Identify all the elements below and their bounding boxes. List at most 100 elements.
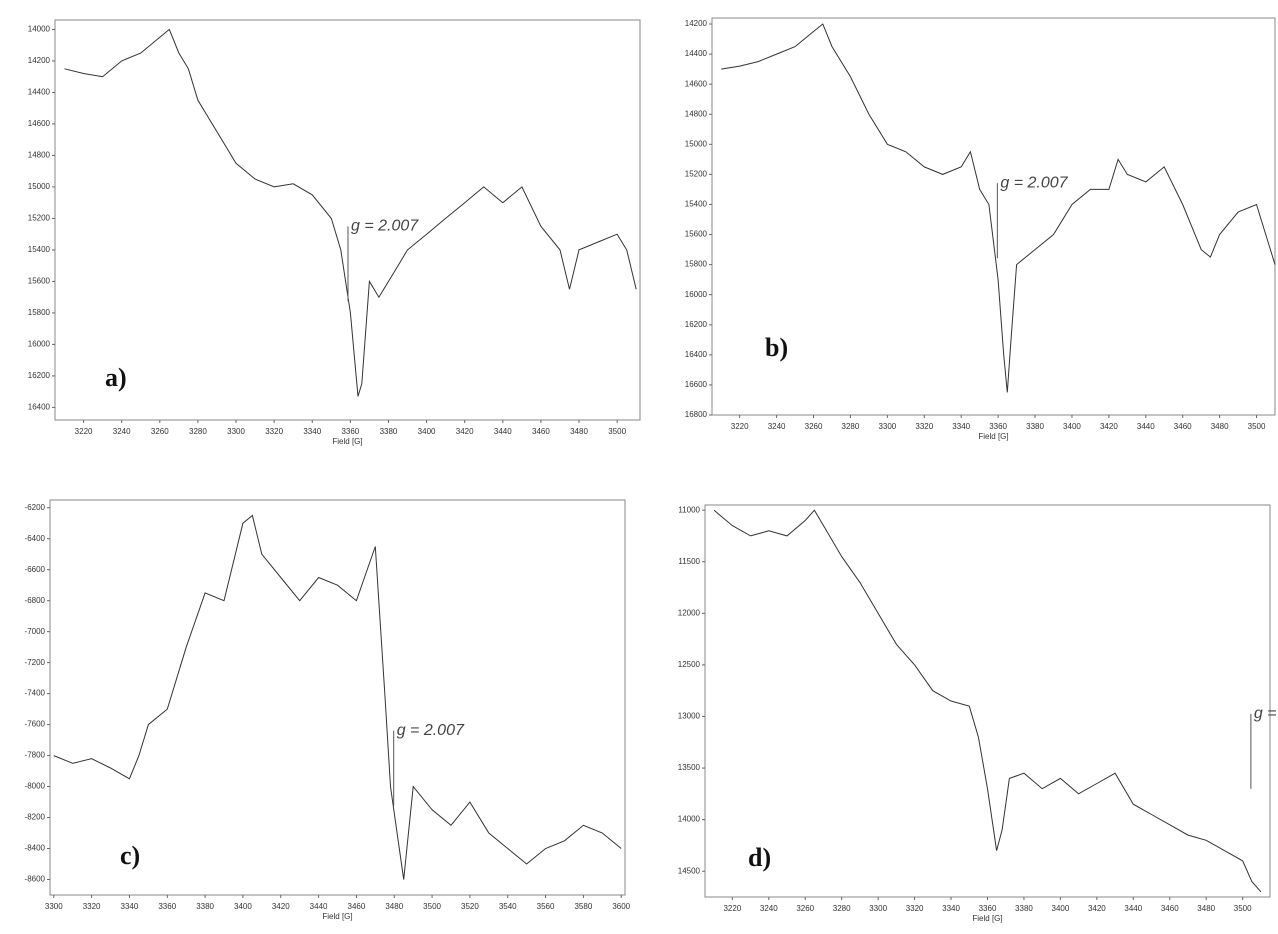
x-tick-label: 3460 — [532, 427, 550, 436]
x-tick-label: 3480 — [570, 427, 588, 436]
x-tick-label: 3340 — [303, 427, 321, 436]
x-tick-label: 3220 — [731, 422, 749, 431]
plot-frame — [55, 20, 640, 420]
y-tick-label: 14500 — [678, 866, 701, 875]
y-tick-label: 14800 — [685, 109, 708, 118]
x-tick-label: 3300 — [45, 902, 63, 911]
x-tick-label: 3220 — [723, 904, 741, 913]
x-tick-label: 3400 — [418, 427, 436, 436]
y-tick-label: 15000 — [685, 139, 708, 148]
spectrum-line — [65, 29, 637, 396]
plot-frame — [705, 505, 1270, 897]
panel-label: a) — [105, 363, 127, 392]
annotation: g = 2.007 — [1000, 174, 1068, 191]
y-tick-label: 14800 — [28, 151, 51, 160]
y-tick-label: 16800 — [685, 410, 708, 419]
y-tick-label: -6400 — [25, 534, 46, 543]
x-tick-label: 3260 — [796, 904, 814, 913]
y-tick-label: 14400 — [28, 88, 51, 97]
x-axis-label: Field [G] — [322, 912, 352, 921]
y-tick-label: -7600 — [25, 720, 46, 729]
x-tick-label: 3500 — [423, 902, 441, 911]
x-tick-label: 3560 — [537, 902, 555, 911]
y-tick-label: 11000 — [678, 505, 700, 514]
x-tick-label: 3500 — [1248, 422, 1266, 431]
x-tick-label: 3480 — [1197, 904, 1215, 913]
y-tick-label: 14200 — [28, 56, 51, 65]
x-tick-label: 3500 — [608, 427, 626, 436]
x-tick-label: 3520 — [461, 902, 479, 911]
spectrum-line — [714, 510, 1261, 892]
y-tick-label: -8600 — [25, 875, 46, 884]
annotation: g = 2.007 — [1254, 705, 1278, 722]
x-tick-label: 3440 — [494, 427, 512, 436]
y-tick-label: -7400 — [25, 689, 46, 698]
x-tick-label: 3400 — [234, 902, 252, 911]
x-tick-label: 3500 — [1234, 904, 1252, 913]
x-tick-label: 3240 — [760, 904, 778, 913]
x-tick-label: 3320 — [265, 427, 283, 436]
x-tick-label: 3420 — [456, 427, 474, 436]
y-tick-label: 15800 — [28, 308, 51, 317]
y-tick-label: 13500 — [678, 763, 701, 772]
y-tick-label: -6800 — [25, 596, 46, 605]
x-tick-label: 3340 — [121, 902, 139, 911]
x-tick-label: 3280 — [833, 904, 851, 913]
annotation: g = 2.007 — [397, 722, 465, 739]
y-tick-label: 14600 — [28, 119, 51, 128]
x-tick-label: 3380 — [380, 427, 398, 436]
y-tick-label: -7800 — [25, 751, 46, 760]
x-tick-label: 3380 — [196, 902, 214, 911]
y-tick-label: 15600 — [28, 277, 51, 286]
y-tick-label: 15000 — [28, 182, 51, 191]
x-axis-label: Field [G] — [332, 437, 362, 446]
x-tick-label: 3280 — [189, 427, 207, 436]
x-tick-label: 3260 — [805, 422, 823, 431]
x-tick-label: 3320 — [915, 422, 933, 431]
x-tick-label: 3540 — [499, 902, 517, 911]
y-tick-label: 14600 — [685, 79, 708, 88]
y-tick-label: 15600 — [685, 230, 708, 239]
x-tick-label: 3240 — [113, 427, 131, 436]
y-tick-label: 16400 — [28, 403, 51, 412]
spectrum-line — [721, 24, 1275, 392]
annotation: g = 2.007 — [351, 218, 419, 235]
plot-frame — [712, 18, 1275, 415]
y-tick-label: 16200 — [685, 320, 708, 329]
y-tick-label: 14000 — [678, 815, 701, 824]
x-tick-label: 3460 — [1174, 422, 1192, 431]
x-tick-label: 3340 — [952, 422, 970, 431]
x-tick-label: 3260 — [151, 427, 169, 436]
y-tick-label: 15400 — [685, 200, 708, 209]
x-tick-label: 3380 — [1026, 422, 1044, 431]
x-tick-label: 3440 — [1137, 422, 1155, 431]
y-tick-label: 11500 — [678, 557, 700, 566]
panel-label: d) — [748, 843, 771, 872]
x-tick-label: 3360 — [989, 422, 1007, 431]
x-tick-label: 3480 — [385, 902, 403, 911]
x-tick-label: 3420 — [272, 902, 290, 911]
x-tick-label: 3300 — [227, 427, 245, 436]
x-axis-label: Field [G] — [978, 432, 1008, 441]
figure: 14000 14200 14400 14600 14800 15000 15200 15400… — [0, 0, 1278, 934]
y-tick-label: 15200 — [685, 170, 708, 179]
x-tick-label: 3340 — [942, 904, 960, 913]
x-tick-label: 3460 — [348, 902, 366, 911]
y-tick-label: 15400 — [28, 245, 51, 254]
x-tick-label: 3420 — [1088, 904, 1106, 913]
y-tick-label: 16600 — [685, 380, 708, 389]
x-tick-label: 3320 — [906, 904, 924, 913]
y-tick-label: 14400 — [685, 49, 708, 58]
y-tick-label: 16400 — [685, 350, 708, 359]
y-tick-label: -8400 — [25, 844, 46, 853]
x-tick-label: 3240 — [768, 422, 786, 431]
x-tick-label: 3280 — [842, 422, 860, 431]
y-tick-label: 15800 — [685, 260, 708, 269]
y-tick-label: -8000 — [25, 782, 46, 791]
y-tick-label: -6200 — [25, 503, 46, 512]
y-tick-label: 16000 — [28, 340, 51, 349]
y-tick-label: 12500 — [678, 660, 701, 669]
x-tick-label: 3580 — [574, 902, 592, 911]
y-tick-label: 12000 — [678, 608, 701, 617]
y-tick-label: -8200 — [25, 813, 46, 822]
